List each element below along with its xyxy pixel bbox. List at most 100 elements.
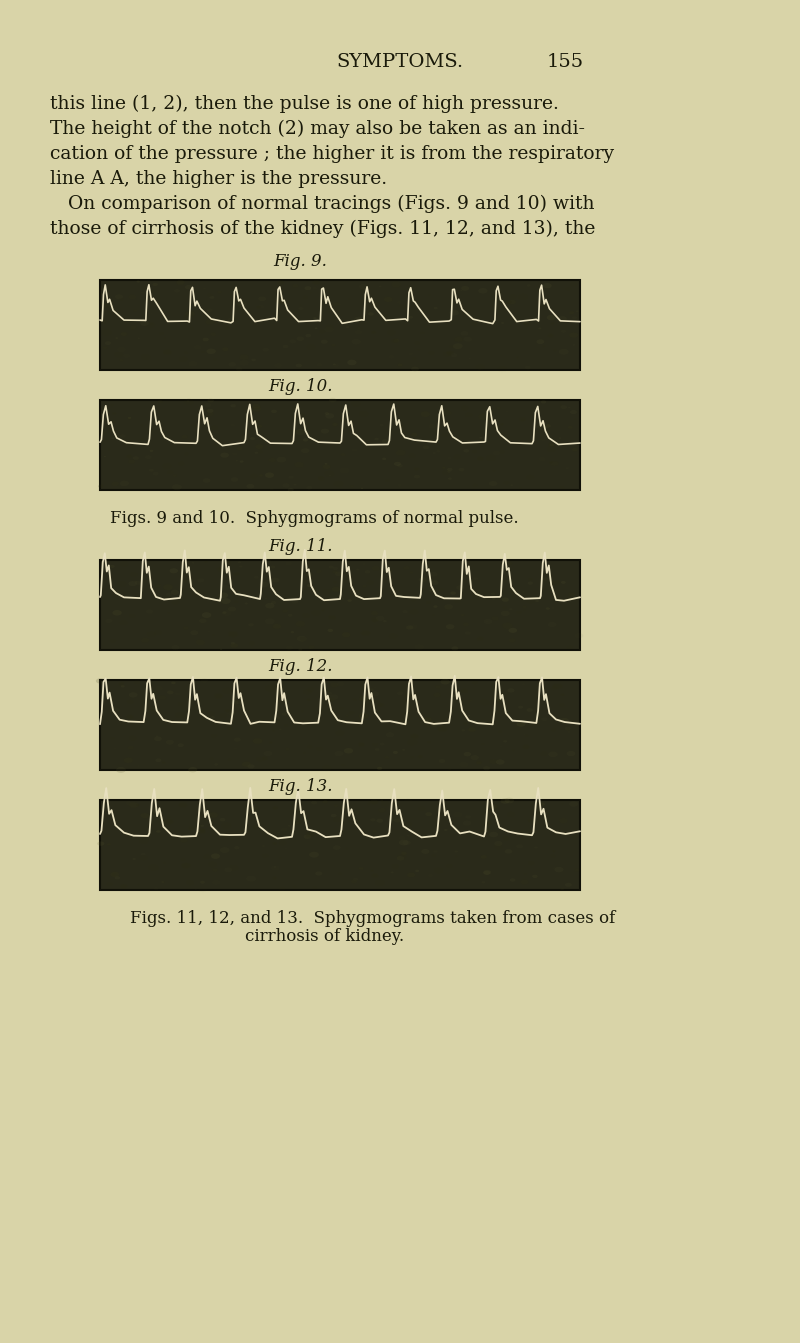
Ellipse shape bbox=[248, 623, 254, 626]
Ellipse shape bbox=[170, 568, 178, 573]
Text: line A A, the higher is the pressure.: line A A, the higher is the pressure. bbox=[50, 171, 387, 188]
Ellipse shape bbox=[234, 600, 238, 603]
Ellipse shape bbox=[528, 582, 533, 584]
Ellipse shape bbox=[180, 838, 187, 842]
Ellipse shape bbox=[206, 320, 215, 325]
Ellipse shape bbox=[207, 399, 214, 403]
Ellipse shape bbox=[483, 767, 490, 771]
Ellipse shape bbox=[239, 565, 242, 568]
Ellipse shape bbox=[105, 341, 111, 345]
Ellipse shape bbox=[429, 352, 434, 355]
Ellipse shape bbox=[303, 689, 311, 694]
Ellipse shape bbox=[313, 279, 320, 285]
Ellipse shape bbox=[525, 735, 528, 736]
Ellipse shape bbox=[414, 467, 419, 470]
Ellipse shape bbox=[272, 842, 277, 845]
Ellipse shape bbox=[303, 834, 311, 839]
Ellipse shape bbox=[115, 337, 118, 338]
Ellipse shape bbox=[205, 811, 208, 813]
Ellipse shape bbox=[196, 639, 205, 645]
Ellipse shape bbox=[550, 443, 554, 446]
Ellipse shape bbox=[354, 317, 363, 322]
Ellipse shape bbox=[383, 620, 386, 622]
Ellipse shape bbox=[307, 584, 312, 587]
Ellipse shape bbox=[252, 404, 261, 410]
Ellipse shape bbox=[271, 577, 280, 583]
Ellipse shape bbox=[446, 864, 453, 868]
Ellipse shape bbox=[378, 702, 384, 706]
Ellipse shape bbox=[370, 818, 375, 822]
Ellipse shape bbox=[542, 345, 545, 346]
Ellipse shape bbox=[210, 757, 214, 760]
Ellipse shape bbox=[393, 751, 398, 753]
Ellipse shape bbox=[410, 733, 418, 739]
Ellipse shape bbox=[569, 592, 575, 596]
Ellipse shape bbox=[450, 591, 456, 595]
Ellipse shape bbox=[450, 345, 454, 348]
Ellipse shape bbox=[328, 697, 334, 701]
Ellipse shape bbox=[393, 338, 399, 342]
Ellipse shape bbox=[394, 818, 401, 822]
Ellipse shape bbox=[485, 821, 491, 826]
Ellipse shape bbox=[546, 314, 556, 321]
Ellipse shape bbox=[566, 751, 575, 756]
Text: The height of the notch (2) may also be taken as an indi-: The height of the notch (2) may also be … bbox=[50, 120, 585, 138]
Ellipse shape bbox=[490, 804, 498, 810]
Ellipse shape bbox=[120, 884, 127, 889]
Ellipse shape bbox=[230, 712, 235, 716]
Ellipse shape bbox=[553, 684, 562, 689]
Ellipse shape bbox=[397, 855, 404, 861]
Ellipse shape bbox=[162, 761, 166, 764]
Ellipse shape bbox=[292, 283, 298, 287]
Ellipse shape bbox=[333, 571, 338, 573]
Ellipse shape bbox=[438, 759, 446, 763]
Ellipse shape bbox=[550, 461, 558, 466]
Ellipse shape bbox=[380, 424, 384, 427]
Ellipse shape bbox=[509, 627, 517, 633]
Ellipse shape bbox=[253, 724, 255, 725]
Ellipse shape bbox=[130, 802, 138, 808]
Text: 155: 155 bbox=[546, 52, 583, 71]
Ellipse shape bbox=[220, 453, 229, 458]
Ellipse shape bbox=[350, 485, 354, 488]
Ellipse shape bbox=[204, 561, 207, 563]
Ellipse shape bbox=[407, 835, 410, 837]
Ellipse shape bbox=[230, 643, 238, 647]
Ellipse shape bbox=[537, 815, 539, 817]
Ellipse shape bbox=[251, 806, 258, 810]
Ellipse shape bbox=[434, 606, 438, 608]
Ellipse shape bbox=[380, 799, 383, 802]
Ellipse shape bbox=[422, 849, 430, 854]
Ellipse shape bbox=[332, 344, 335, 346]
Ellipse shape bbox=[347, 599, 352, 602]
Ellipse shape bbox=[430, 572, 438, 576]
Ellipse shape bbox=[463, 623, 469, 626]
Ellipse shape bbox=[135, 582, 142, 586]
Ellipse shape bbox=[203, 478, 210, 482]
Ellipse shape bbox=[297, 635, 306, 642]
Ellipse shape bbox=[239, 360, 249, 365]
Ellipse shape bbox=[454, 337, 462, 342]
Ellipse shape bbox=[158, 400, 162, 403]
Ellipse shape bbox=[306, 334, 311, 337]
Ellipse shape bbox=[548, 442, 555, 447]
Ellipse shape bbox=[473, 577, 478, 580]
Ellipse shape bbox=[245, 603, 248, 604]
Ellipse shape bbox=[558, 349, 569, 355]
Ellipse shape bbox=[222, 611, 226, 614]
Ellipse shape bbox=[230, 424, 235, 427]
Ellipse shape bbox=[430, 580, 438, 586]
Ellipse shape bbox=[412, 357, 416, 360]
Ellipse shape bbox=[253, 826, 258, 829]
Text: Fig. 10.: Fig. 10. bbox=[268, 377, 332, 395]
Ellipse shape bbox=[141, 638, 149, 643]
Ellipse shape bbox=[204, 403, 211, 407]
Ellipse shape bbox=[565, 727, 570, 731]
Ellipse shape bbox=[327, 692, 332, 694]
Ellipse shape bbox=[470, 755, 478, 760]
Ellipse shape bbox=[133, 858, 136, 860]
Ellipse shape bbox=[370, 799, 378, 804]
Ellipse shape bbox=[238, 561, 241, 563]
Ellipse shape bbox=[501, 798, 510, 804]
Ellipse shape bbox=[250, 422, 256, 426]
